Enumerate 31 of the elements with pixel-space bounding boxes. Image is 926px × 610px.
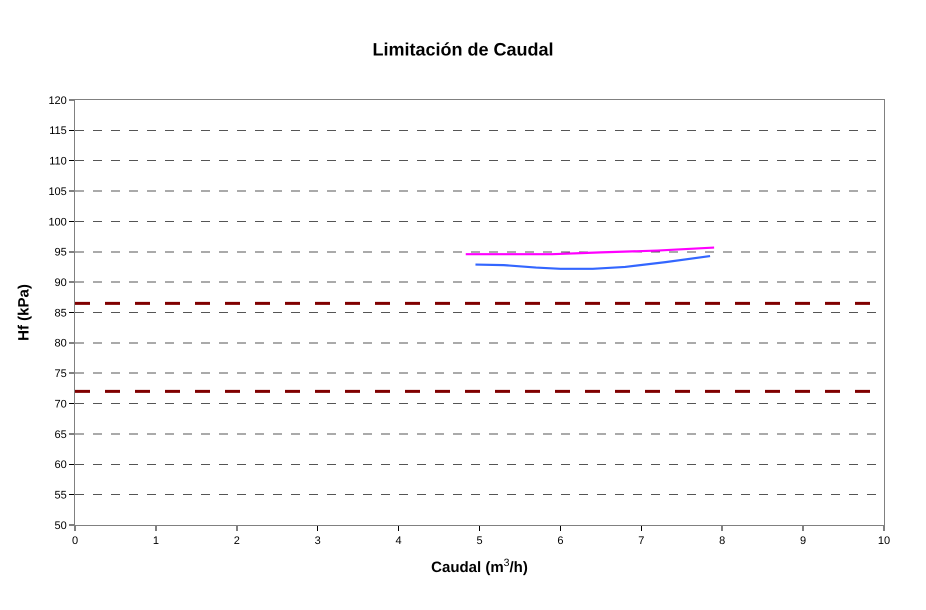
x-tick-label: 7 xyxy=(638,535,644,548)
y-tick-label: 55 xyxy=(54,489,67,502)
y-tick-label: 60 xyxy=(54,459,67,472)
y-tick-label: 95 xyxy=(54,246,67,259)
x-tick-label: 8 xyxy=(719,535,726,548)
y-tick-label: 120 xyxy=(48,94,67,107)
x-tick-label: 2 xyxy=(234,535,240,548)
x-tick-label: 4 xyxy=(396,535,402,548)
y-tick-label: 70 xyxy=(54,398,67,410)
line-series xyxy=(474,254,712,270)
x-tick-label: 5 xyxy=(476,535,483,548)
x-axis-title: Caudal (m$^{3}$/h) xyxy=(431,556,528,576)
y-tick-label: 100 xyxy=(48,216,67,228)
y-tick-label: 105 xyxy=(48,186,67,198)
line-series xyxy=(464,246,716,256)
y-tick-label: 110 xyxy=(49,156,67,168)
x-tick-label: 3 xyxy=(314,535,321,548)
x-tick-label: 6 xyxy=(557,535,564,548)
y-tick-label: 75 xyxy=(54,368,67,380)
y-axis-title: Hf (kPa) xyxy=(16,284,33,341)
x-tick-label: 9 xyxy=(800,535,806,548)
y-tick-label: 90 xyxy=(54,276,67,289)
x-tick-label: 10 xyxy=(878,535,890,548)
y-tick-label: 85 xyxy=(54,307,67,320)
y-tick-label: 65 xyxy=(54,428,67,441)
x-tick-label: 1 xyxy=(152,535,159,548)
x-tick-label: 0 xyxy=(72,535,78,548)
chart-title: Limitación de Caudal xyxy=(372,39,554,60)
y-tick-label: 50 xyxy=(54,520,67,532)
y-tick-label: 80 xyxy=(54,338,67,350)
y-tick-label: 115 xyxy=(49,125,67,138)
